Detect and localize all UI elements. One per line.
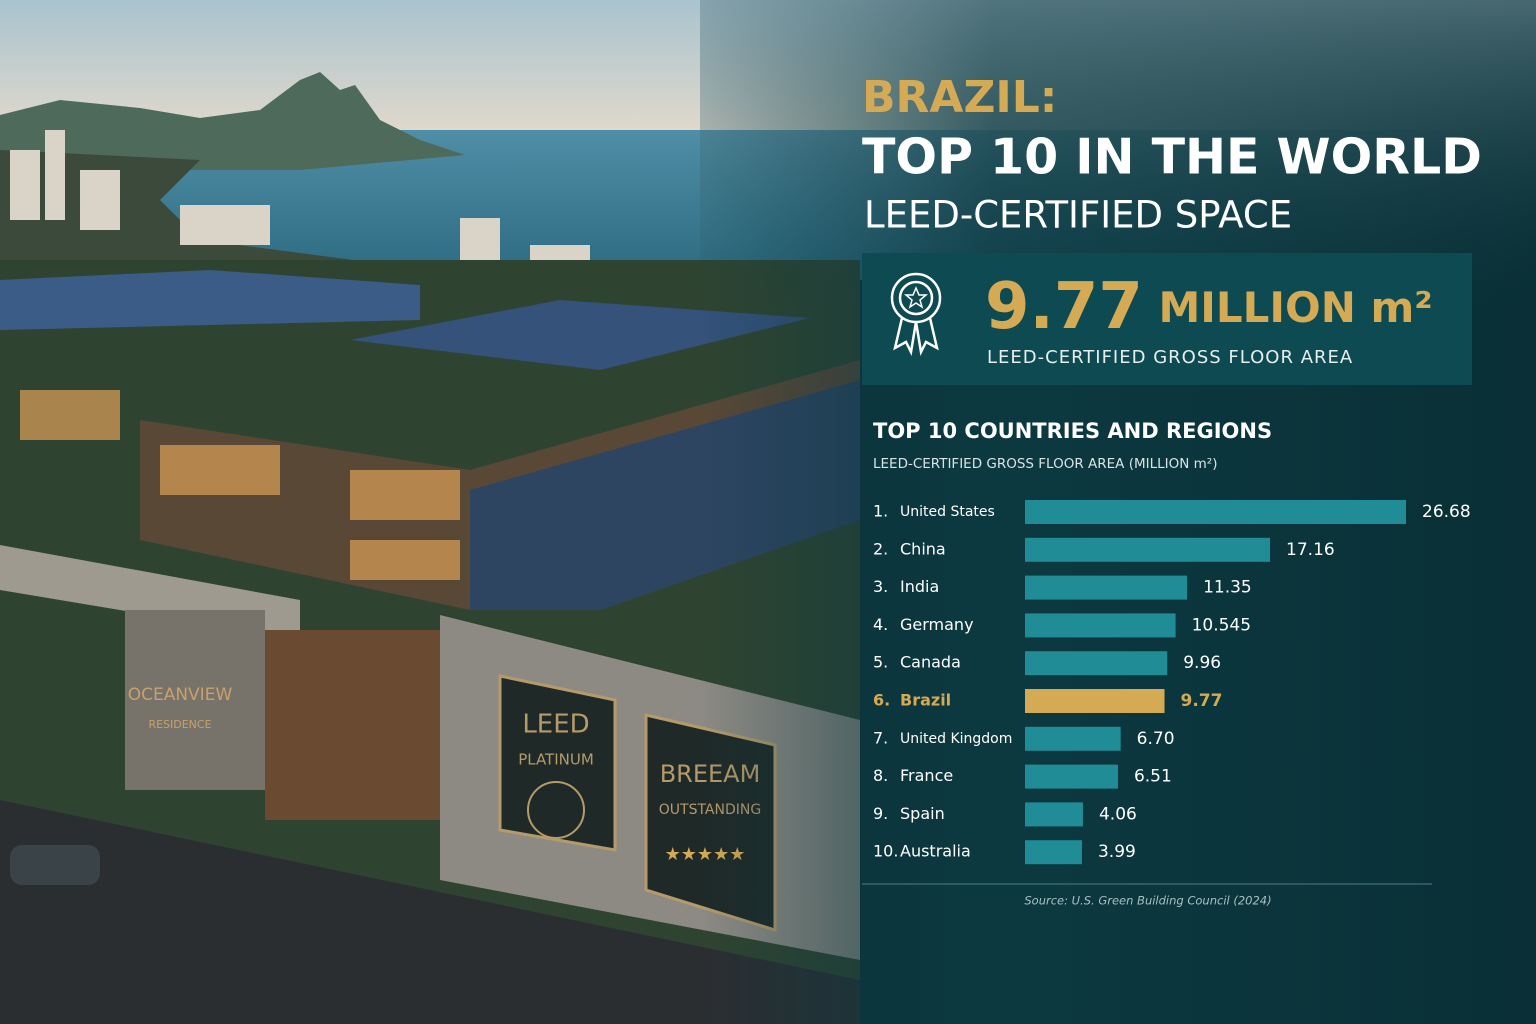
solar-roof xyxy=(0,270,420,330)
category-label: United States xyxy=(900,504,995,520)
value-label: 9.77 xyxy=(1181,691,1223,711)
value-label: 26.68 xyxy=(1422,502,1471,522)
bar xyxy=(1025,764,1118,789)
category-label: Brazil xyxy=(900,691,951,710)
value-label: 11.35 xyxy=(1203,578,1252,598)
category-label: France xyxy=(900,766,953,785)
kicker: BRAZIL: xyxy=(862,72,1057,123)
stat-unit: MILLION m² xyxy=(1158,283,1432,332)
subtitle: LEED-CERTIFIED SPACE xyxy=(864,194,1292,237)
rank-label: 3. xyxy=(873,577,888,596)
gate xyxy=(265,630,440,820)
category-label: Spain xyxy=(900,804,945,823)
stat-value: 9.77 MILLION m² xyxy=(985,270,1433,344)
sign-text: PLATINUM xyxy=(518,751,594,769)
sign-text: OCEANVIEW xyxy=(128,685,233,705)
rank-label: 1. xyxy=(873,502,888,521)
value-label: 6.70 xyxy=(1137,729,1175,749)
rank-label: 4. xyxy=(873,615,888,634)
windows xyxy=(20,390,460,580)
value-label: 3.99 xyxy=(1098,842,1136,862)
chart-title: TOP 10 COUNTRIES AND REGIONS xyxy=(873,419,1272,443)
leed-seal xyxy=(527,781,585,839)
stat-box xyxy=(862,253,1472,385)
sign-text: LEED xyxy=(522,710,589,740)
road xyxy=(0,800,860,1024)
rank-label: 2. xyxy=(873,539,888,558)
bar xyxy=(1025,726,1121,751)
category-label: United Kingdom xyxy=(900,731,1012,747)
rank-label: 5. xyxy=(873,653,888,672)
bar xyxy=(1025,575,1188,600)
award-icon xyxy=(890,272,942,356)
rank-label: 6. xyxy=(873,691,890,710)
rank-label: 10. xyxy=(873,842,898,861)
solar-roof xyxy=(350,300,810,370)
bar xyxy=(1025,613,1176,638)
rank-label: 9. xyxy=(873,804,888,823)
stat-number: 9.77 xyxy=(985,270,1143,344)
bar-chart: 1. United States 26.68 2. China 17.16 3. India 1… xyxy=(873,500,1471,865)
rank-label: 7. xyxy=(873,728,888,747)
category-label: India xyxy=(900,577,939,596)
category-label: China xyxy=(900,539,946,558)
bar xyxy=(1025,651,1168,676)
pillar xyxy=(125,610,265,790)
sign-text: RESIDENCE xyxy=(148,718,211,731)
bar xyxy=(1025,537,1271,562)
category-label: Australia xyxy=(900,842,971,861)
bar xyxy=(1025,802,1083,827)
rank-label: 8. xyxy=(873,766,888,785)
bar xyxy=(1025,840,1082,865)
value-label: 4.06 xyxy=(1099,804,1137,824)
value-label: 10.545 xyxy=(1192,615,1251,635)
chart-subtitle: LEED-CERTIFIED GROSS FLOOR AREA (MILLION… xyxy=(873,456,1217,472)
value-label: 6.51 xyxy=(1134,767,1172,787)
title: TOP 10 IN THE WORLD xyxy=(862,129,1482,186)
category-label: Canada xyxy=(900,653,961,672)
value-label: 17.16 xyxy=(1286,540,1335,560)
category-label: Germany xyxy=(900,615,974,634)
mountains xyxy=(0,72,465,170)
bar xyxy=(1025,689,1165,713)
source: Source: U.S. Green Building Council (202… xyxy=(1024,894,1271,908)
stat-label: LEED-CERTIFIED GROSS FLOOR AREA xyxy=(987,347,1353,368)
value-label: 9.96 xyxy=(1183,653,1221,673)
car xyxy=(10,845,100,885)
bar xyxy=(1025,500,1406,524)
